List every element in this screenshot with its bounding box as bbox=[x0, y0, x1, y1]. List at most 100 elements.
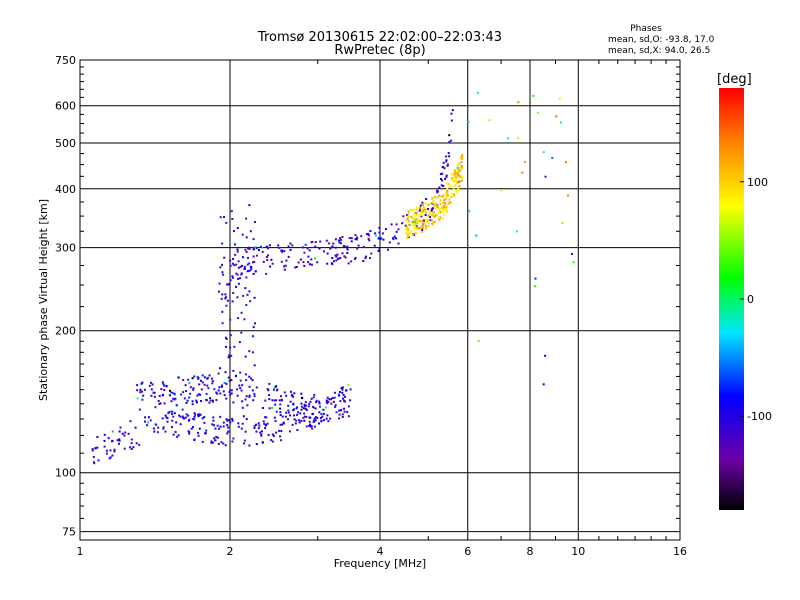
x-tick-label: 10 bbox=[571, 545, 585, 558]
scatter-point bbox=[183, 397, 186, 400]
scatter-point bbox=[437, 216, 440, 219]
scatter-point bbox=[427, 224, 430, 227]
scatter-point bbox=[244, 373, 247, 376]
scatter-point bbox=[338, 409, 341, 412]
scatter-point bbox=[279, 403, 282, 406]
scatter-point bbox=[231, 419, 234, 422]
scatter-point bbox=[235, 263, 238, 266]
scatter-point bbox=[173, 412, 176, 415]
scatter-point bbox=[266, 388, 269, 391]
scatter-point bbox=[290, 393, 293, 396]
scatter-point bbox=[441, 206, 444, 209]
scatter-point bbox=[260, 434, 263, 437]
scatter-point bbox=[132, 446, 135, 449]
scatter-point bbox=[346, 245, 349, 248]
scatter-point bbox=[172, 397, 175, 400]
scatter-point bbox=[197, 393, 200, 396]
scatter-point bbox=[443, 213, 446, 216]
scatter-point bbox=[231, 440, 234, 443]
scatter-point bbox=[250, 268, 253, 271]
colorbar-tick-label: -100 bbox=[747, 410, 772, 423]
scatter-point bbox=[280, 439, 283, 442]
scatter-point bbox=[305, 425, 308, 428]
scatter-point bbox=[443, 201, 446, 204]
stats-line-x: mean, sd,X: 94.0, 26.5 bbox=[608, 46, 710, 56]
scatter-point bbox=[287, 409, 290, 412]
scatter-point bbox=[278, 246, 281, 249]
scatter-point bbox=[235, 285, 237, 288]
scatter-point bbox=[93, 462, 96, 465]
scatter-point bbox=[341, 252, 344, 255]
scatter-point bbox=[283, 391, 286, 394]
scatter-point bbox=[314, 241, 317, 244]
scatter-point bbox=[218, 427, 221, 430]
scatter-point bbox=[433, 220, 436, 223]
scatter-point bbox=[461, 178, 463, 181]
scatter-point bbox=[416, 213, 418, 216]
scatter-point bbox=[237, 282, 240, 285]
scatter-point bbox=[405, 227, 408, 230]
scatter-point bbox=[198, 427, 201, 430]
scatter-point bbox=[392, 236, 395, 239]
scatter-point bbox=[94, 447, 97, 450]
scatter-point bbox=[421, 201, 424, 204]
scatter-point bbox=[268, 244, 271, 247]
scatter-point bbox=[431, 197, 434, 200]
scatter-point bbox=[442, 206, 445, 209]
scatter-point bbox=[329, 417, 332, 420]
scatter-point bbox=[453, 169, 456, 172]
scatter-point bbox=[163, 402, 166, 405]
scatter-point bbox=[194, 413, 197, 416]
scatter-point bbox=[300, 419, 303, 422]
scatter-point bbox=[415, 228, 418, 231]
scatter-point bbox=[432, 212, 434, 215]
scatter-point bbox=[253, 395, 256, 398]
scatter-point bbox=[406, 237, 408, 240]
scatter-point bbox=[242, 294, 245, 297]
scatter-point bbox=[307, 255, 310, 258]
scatter-point bbox=[425, 225, 428, 228]
scatter-point bbox=[243, 265, 246, 268]
scatter-point bbox=[440, 184, 443, 187]
scatter-point bbox=[190, 427, 193, 430]
scatter-point bbox=[339, 400, 342, 403]
scatter-point bbox=[203, 416, 206, 419]
scatter-point bbox=[420, 225, 423, 228]
scatter-point bbox=[138, 443, 141, 446]
scatter-point bbox=[254, 246, 257, 248]
scatter-point bbox=[565, 161, 567, 164]
scatter-point bbox=[257, 422, 260, 425]
scatter-point bbox=[310, 397, 313, 400]
scatter-point bbox=[230, 389, 233, 392]
scatter-point bbox=[346, 248, 349, 251]
scatter-point bbox=[331, 263, 334, 266]
scatter-point bbox=[248, 394, 251, 397]
scatter-point bbox=[219, 415, 222, 418]
scatter-point bbox=[264, 416, 267, 419]
scatter-point bbox=[157, 400, 160, 402]
scatter-point bbox=[293, 392, 296, 395]
scatter-point bbox=[271, 440, 274, 443]
scatter-point bbox=[448, 134, 451, 137]
scatter-point bbox=[107, 437, 110, 440]
scatter-point bbox=[144, 416, 147, 419]
scatter-point bbox=[283, 265, 286, 268]
scatter-point bbox=[417, 218, 420, 221]
scatter-point bbox=[219, 392, 222, 395]
scatter-point bbox=[237, 277, 240, 280]
scatter-point bbox=[245, 217, 248, 220]
scatter-point bbox=[444, 203, 447, 206]
scatter-point bbox=[458, 185, 461, 188]
scatter-point bbox=[233, 230, 235, 233]
scatter-point bbox=[334, 405, 337, 408]
scatter-point bbox=[163, 389, 166, 392]
scatter-point bbox=[223, 394, 226, 397]
scatter-point bbox=[188, 431, 191, 434]
scatter-point bbox=[240, 331, 243, 334]
scatter-point bbox=[212, 419, 215, 422]
scatter-point bbox=[236, 296, 239, 299]
scatter-point bbox=[109, 456, 112, 459]
scatter-point bbox=[341, 413, 344, 416]
scatter-point bbox=[219, 216, 222, 219]
scatter-point bbox=[334, 246, 337, 249]
